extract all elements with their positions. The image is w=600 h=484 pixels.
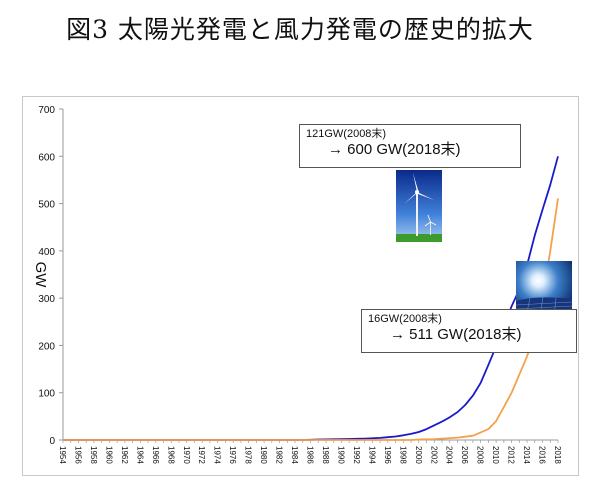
- x-tick-label: 1960: [104, 446, 113, 464]
- x-tick-label: 1962: [120, 446, 129, 464]
- x-tick-label: 2016: [538, 446, 547, 464]
- x-tick-label: 1956: [73, 446, 82, 464]
- x-tick-label: 2014: [522, 446, 531, 464]
- x-tick-label: 1994: [367, 446, 376, 464]
- x-tick-label: 1958: [89, 446, 98, 464]
- y-tick-label: 500: [38, 200, 55, 211]
- wind-annotation-line1: 121GW(2008末): [306, 128, 387, 140]
- wind-annotation-line2: → 600 GW(2018末): [328, 141, 461, 158]
- wind-annotation: 121GW(2008末) → 600 GW(2018末): [299, 124, 521, 168]
- x-tick-label: 1980: [259, 446, 268, 464]
- y-axis-label: GW: [32, 262, 49, 289]
- x-tick-label: 1976: [228, 446, 237, 464]
- y-tick-label: 700: [38, 105, 55, 116]
- x-tick-label: 2008: [476, 446, 485, 464]
- x-tick-label: 1954: [58, 446, 67, 464]
- x-tick-label: 1984: [290, 446, 299, 464]
- y-tick-label: 100: [38, 389, 55, 400]
- x-tick-label: 1974: [213, 446, 222, 464]
- x-tick-label: 2002: [429, 446, 438, 464]
- solar-annotation: 16GW(2008末) → 511 GW(2018末): [361, 309, 577, 353]
- x-tick-label: 2004: [445, 446, 454, 464]
- series-line-1: [63, 198, 559, 441]
- x-tick-label: 1966: [151, 446, 160, 464]
- series-line-0: [63, 156, 559, 441]
- x-tick-label: 1978: [244, 446, 253, 464]
- x-tick-label: 1970: [182, 446, 191, 464]
- x-tick-label: 2000: [414, 446, 423, 464]
- y-tick-label: 0: [49, 436, 55, 447]
- x-tick-label: 2010: [491, 446, 500, 464]
- y-tick-label: 400: [38, 247, 55, 258]
- y-tick-label: 600: [38, 152, 55, 163]
- x-tick-label: 1982: [275, 446, 284, 464]
- x-tick-label: 1998: [398, 446, 407, 464]
- chart-title: 図3 太陽光発電と風力発電の歴史的拡大: [66, 15, 534, 44]
- x-tick-label: 2012: [507, 446, 516, 464]
- x-tick-label: 1964: [135, 446, 144, 464]
- x-tick-label: 1990: [336, 446, 345, 464]
- x-tick-label: 1986: [306, 446, 315, 464]
- wind-turbine-photo: [396, 170, 442, 242]
- x-tick-label: 1972: [197, 446, 206, 464]
- x-tick-label: 1992: [352, 446, 361, 464]
- y-tick-label: 300: [38, 294, 55, 305]
- solar-annotation-line1: 16GW(2008末): [368, 313, 442, 325]
- x-tick-label: 2006: [460, 446, 469, 464]
- x-tick-label: 1988: [321, 446, 330, 464]
- solar-annotation-line2: → 511 GW(2018末): [390, 326, 522, 343]
- line-chart: 0 100 200 300 400 500 600 700 GW 1954 1956 1958 1960…: [32, 105, 562, 464]
- x-tick-label: 1968: [166, 446, 175, 464]
- y-tick-label: 200: [38, 341, 55, 352]
- x-tick-label: 1996: [383, 446, 392, 464]
- x-tick-label: 2018: [553, 446, 562, 464]
- chart-area: 0 100 200 300 400 500 600 700 GW 1954 1956 1958 1960…: [22, 96, 579, 476]
